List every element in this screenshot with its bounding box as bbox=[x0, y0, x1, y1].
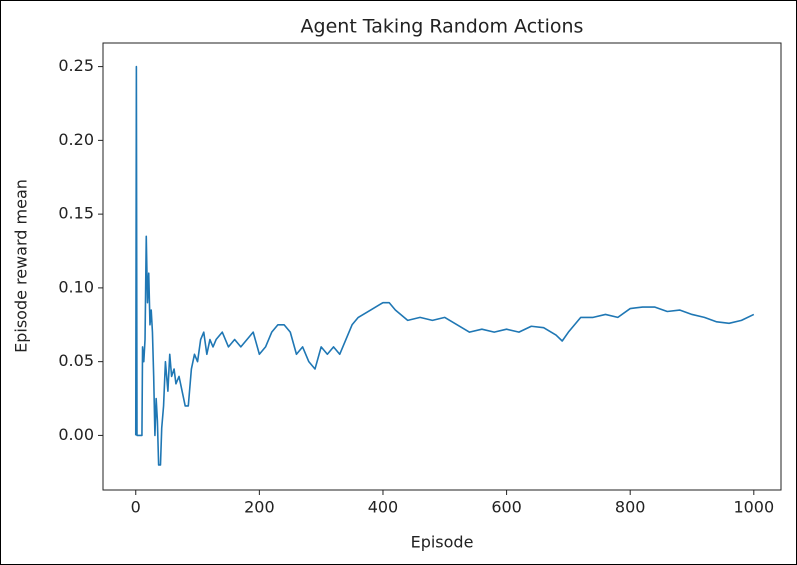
x-tick-label: 200 bbox=[244, 498, 275, 517]
x-axis-label: Episode bbox=[411, 533, 474, 552]
y-tick-label: 0.00 bbox=[58, 425, 94, 444]
x-tick-label: 1000 bbox=[733, 498, 774, 517]
x-tick-label: 0 bbox=[131, 498, 141, 517]
y-tick-label: 0.10 bbox=[58, 277, 94, 296]
y-axis-label: Episode reward mean bbox=[12, 179, 31, 353]
x-tick-label: 400 bbox=[368, 498, 399, 517]
y-tick-label: 0.20 bbox=[58, 130, 94, 149]
x-tick-label: 800 bbox=[615, 498, 646, 517]
plot-area bbox=[102, 42, 782, 491]
y-tick-label: 0.05 bbox=[58, 351, 94, 370]
line-series bbox=[134, 65, 755, 466]
chart-title: Agent Taking Random Actions bbox=[301, 16, 584, 38]
y-tick-label: 0.15 bbox=[58, 204, 94, 223]
x-tick-label: 600 bbox=[491, 498, 522, 517]
y-tick-label: 0.25 bbox=[58, 56, 94, 75]
